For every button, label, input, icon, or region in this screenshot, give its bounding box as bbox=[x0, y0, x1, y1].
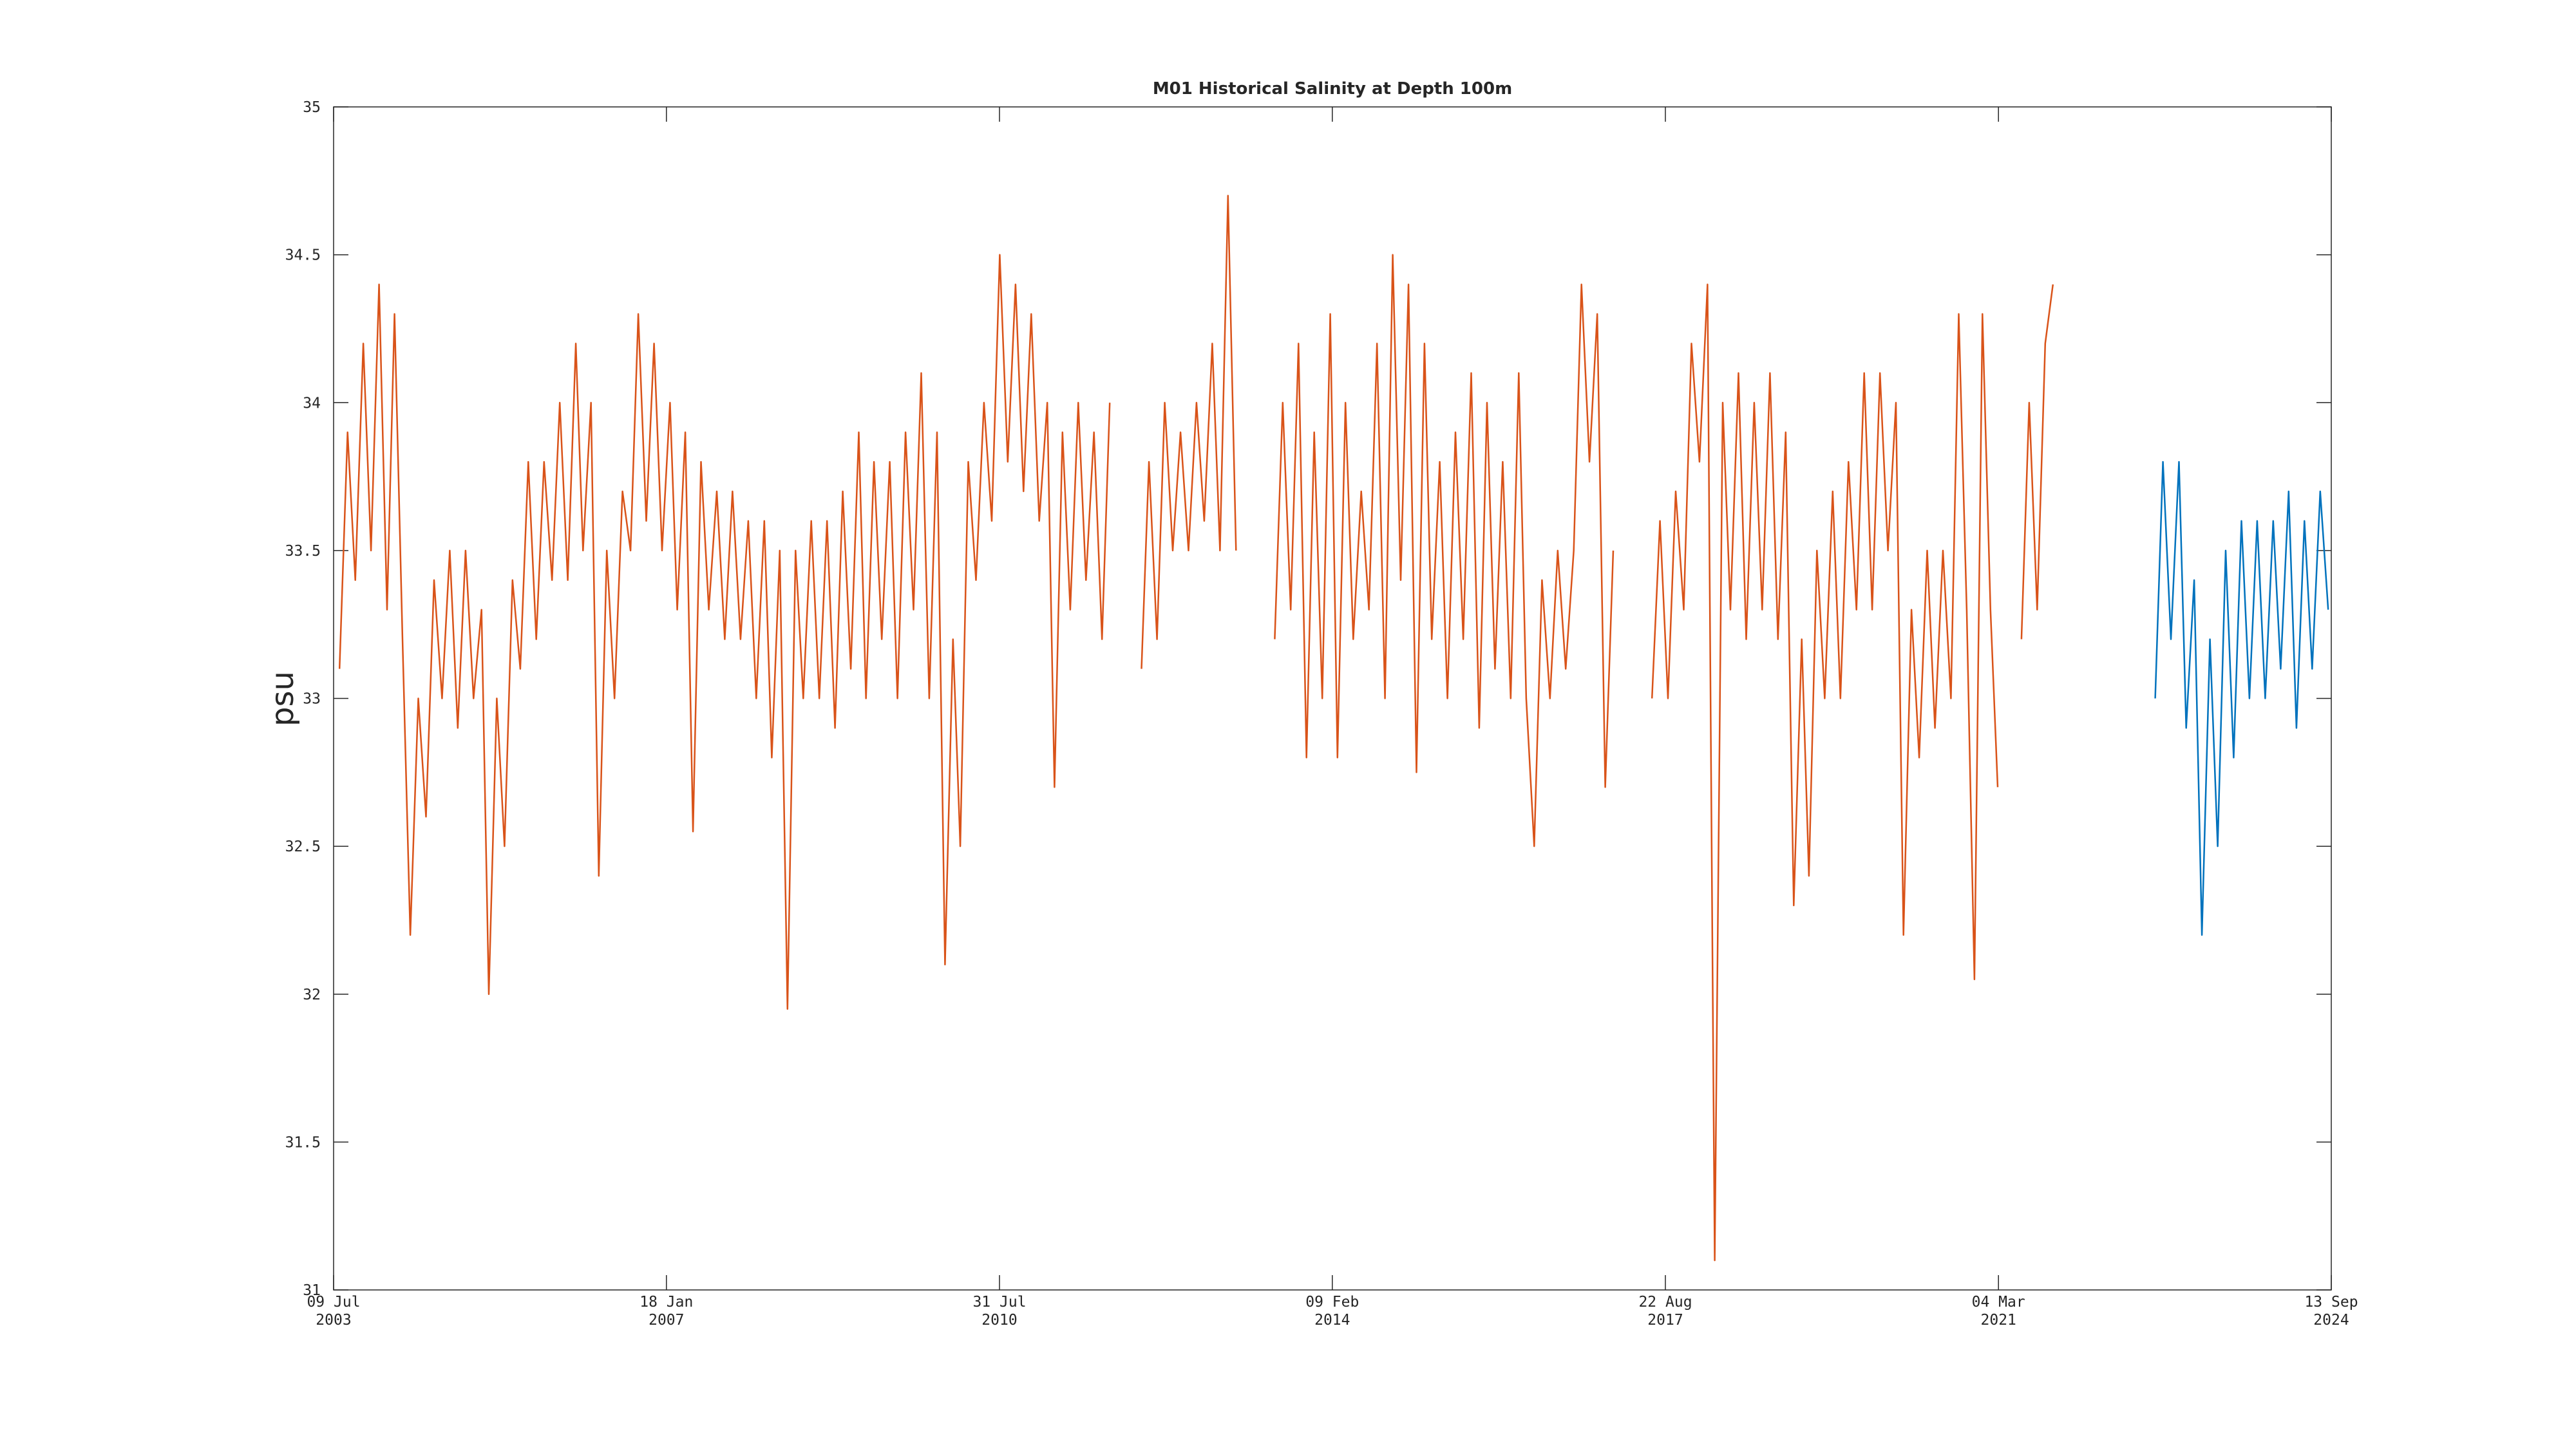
x-tick-label-line: 2024 bbox=[2313, 1312, 2349, 1329]
x-tick-label-line: 2017 bbox=[1647, 1312, 1683, 1329]
x-tick-label-line: 22 Aug bbox=[1638, 1294, 1692, 1311]
axes-box bbox=[333, 106, 2332, 1291]
y-tick-label: 31 bbox=[303, 1282, 321, 1299]
x-tick-label-line: 09 Jul bbox=[307, 1294, 360, 1311]
x-tick-label-line: 31 Jul bbox=[972, 1294, 1026, 1311]
y-tick-label: 33.5 bbox=[285, 543, 321, 560]
x-tick-label-line: 2003 bbox=[316, 1312, 351, 1329]
chart-title: M01 Historical Salinity at Depth 100m bbox=[1153, 79, 1512, 99]
x-tick-label-line: 2007 bbox=[649, 1312, 684, 1329]
data-line bbox=[2154, 460, 2329, 936]
x-tick-label-line: 09 Feb bbox=[1305, 1294, 1359, 1311]
x-tick-label: 04 Mar 2021 bbox=[1972, 1294, 2025, 1329]
plot-area bbox=[334, 107, 2331, 1290]
x-tick-label-line: 04 Mar bbox=[1972, 1294, 2025, 1311]
data-line bbox=[338, 194, 2054, 1262]
x-tick-label: 13 Sep 2024 bbox=[2304, 1294, 2358, 1329]
y-tick-label: 34 bbox=[303, 395, 321, 412]
x-tick-label: 18 Jan 2007 bbox=[639, 1294, 693, 1329]
y-tick-label: 35 bbox=[303, 99, 321, 116]
x-tick-label-line: 18 Jan bbox=[639, 1294, 693, 1311]
y-tick-label: 34.5 bbox=[285, 247, 321, 264]
x-tick-label: 09 Jul 2003 bbox=[307, 1294, 360, 1329]
x-tick-label: 09 Feb 2014 bbox=[1305, 1294, 1359, 1329]
y-tick-label: 32.5 bbox=[285, 838, 321, 855]
x-tick-label-line: 2014 bbox=[1314, 1312, 1350, 1329]
x-tick-label: 31 Jul 2010 bbox=[972, 1294, 1026, 1329]
y-tick-label: 31.5 bbox=[285, 1134, 321, 1151]
x-tick-label-line: 2010 bbox=[981, 1312, 1017, 1329]
x-tick-label-line: 2021 bbox=[1981, 1312, 2016, 1329]
x-tick-label-line: 13 Sep bbox=[2304, 1294, 2358, 1311]
y-axis-label: psu bbox=[265, 671, 301, 726]
y-tick-label: 33 bbox=[303, 691, 321, 708]
y-tick-label: 32 bbox=[303, 987, 321, 1003]
x-tick-label: 22 Aug 2017 bbox=[1638, 1294, 1692, 1329]
